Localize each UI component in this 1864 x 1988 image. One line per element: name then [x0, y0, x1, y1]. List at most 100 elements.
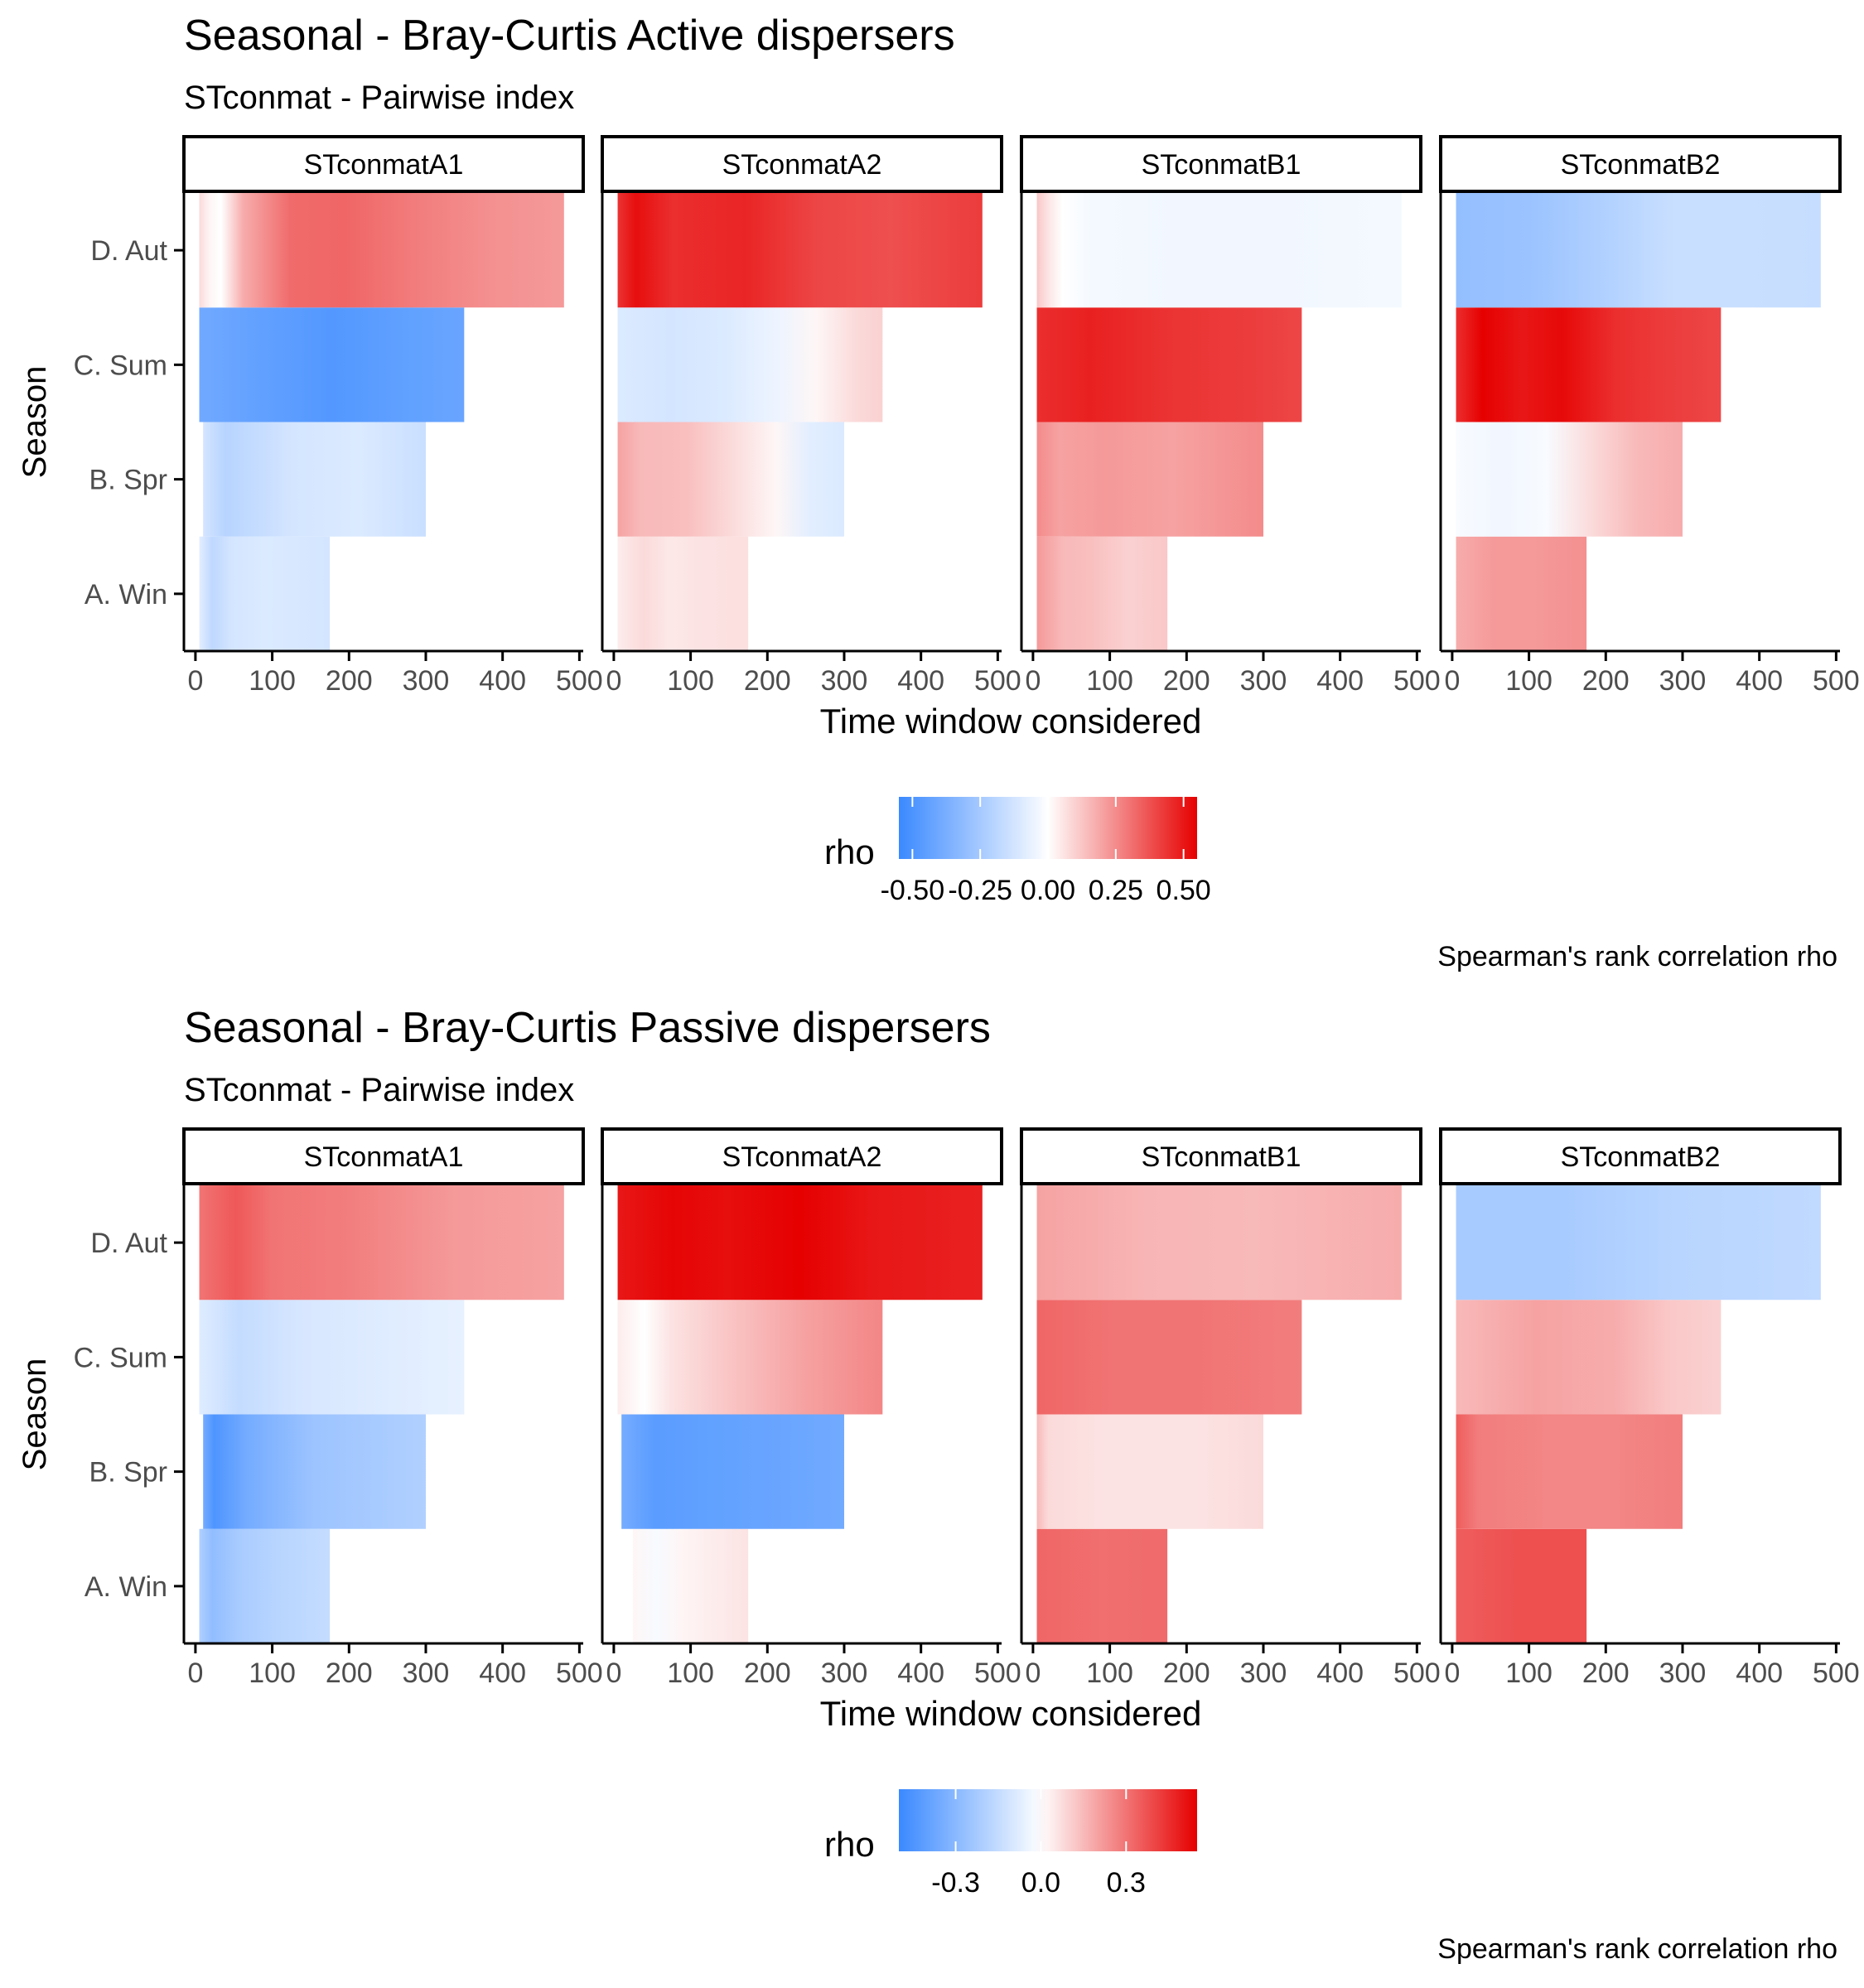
x-tick-label: 400: [1736, 665, 1783, 697]
x-tick-label: 200: [1582, 1657, 1630, 1689]
legend-colorbar: [899, 1789, 1197, 1851]
legend-title: rho: [824, 1825, 875, 1864]
x-tick-label: 0: [187, 665, 203, 697]
x-tick-label: 100: [249, 1657, 296, 1689]
y-tick-label: B. Spr: [89, 465, 167, 496]
legend-title: rho: [824, 832, 875, 871]
heat-tile-awin: [617, 536, 749, 651]
x-tick-label: 500: [556, 1657, 603, 1689]
x-tick-label: 500: [1813, 1657, 1860, 1689]
heat-tile-csum: [617, 1300, 883, 1415]
heat-tile-daut: [1456, 1185, 1821, 1300]
facet-strip: [182, 135, 585, 193]
x-tick-label: 200: [1582, 665, 1630, 697]
heat-tile-awin: [1456, 1528, 1587, 1643]
facet-strip: [182, 1127, 585, 1185]
heat-tile-bspr: [203, 422, 426, 537]
facet-strip-label: STconmatA1: [304, 1141, 464, 1173]
x-tick-label: 400: [1316, 665, 1364, 697]
heat-tile-csum: [1456, 307, 1722, 422]
legend-colorbar: [899, 797, 1197, 859]
heat-tile-bspr: [1036, 1414, 1263, 1529]
heat-tile-awin: [199, 536, 331, 651]
chart-title: Seasonal - Bray-Curtis Active dispersers: [184, 12, 955, 60]
heat-tile-daut: [1036, 1185, 1402, 1300]
x-tick-label: 500: [1813, 665, 1860, 697]
facet-strip-label: STconmatB2: [1561, 1141, 1721, 1173]
x-tick-label: 200: [744, 1657, 791, 1689]
y-tick-label: C. Sum: [74, 1342, 167, 1373]
heat-tile-csum: [1036, 307, 1302, 422]
x-tick-label: 300: [403, 1657, 450, 1689]
x-tick-label: 0: [1025, 1657, 1041, 1689]
x-tick-label: 100: [1505, 665, 1553, 697]
facet-strip: [1020, 1127, 1422, 1185]
facet-strip-label: STconmatA2: [722, 1141, 882, 1173]
x-tick-label: 200: [744, 665, 791, 697]
heat-tile-daut: [199, 193, 564, 308]
heat-tile-csum: [199, 1300, 465, 1415]
x-tick-label: 100: [1505, 1657, 1553, 1689]
y-tick-label: C. Sum: [74, 350, 167, 381]
heat-tile-daut: [1036, 193, 1402, 308]
facet-strip: [601, 135, 1003, 193]
facet-strip-label: STconmatB1: [1142, 149, 1301, 181]
x-tick-label: 100: [1086, 1657, 1133, 1689]
x-tick-label: 300: [821, 665, 868, 697]
x-tick-label: 100: [667, 1657, 714, 1689]
chart-caption: Spearman's rank correlation rho: [1437, 941, 1837, 972]
heat-tile-csum: [617, 307, 883, 422]
y-axis-title: Season: [17, 366, 53, 479]
legend-tick-label: 0.00: [1021, 875, 1075, 906]
x-tick-label: 0: [1444, 665, 1460, 697]
x-tick-label: 0: [606, 665, 621, 697]
heat-tile-bspr: [203, 1414, 426, 1529]
y-tick-label: A. Win: [85, 1571, 167, 1603]
x-tick-label: 400: [1736, 1657, 1783, 1689]
x-axis-title: Time window considered: [820, 1694, 1202, 1733]
chart-caption: Spearman's rank correlation rho: [1437, 1933, 1837, 1965]
heat-tile-bspr: [1456, 1414, 1683, 1529]
x-tick-label: 500: [974, 665, 1021, 697]
x-tick-label: 400: [479, 665, 526, 697]
x-tick-label: 300: [1240, 1657, 1287, 1689]
legend-tick-label: -0.3: [931, 1867, 980, 1899]
legend-tick-label: 0.0: [1021, 1867, 1060, 1899]
heat-tile-bspr: [617, 422, 844, 537]
heat-tile-awin: [1456, 536, 1587, 651]
facet-strip: [1020, 135, 1422, 193]
x-tick-label: 500: [556, 665, 603, 697]
y-axis-title: Season: [17, 1358, 53, 1471]
chart-subtitle: STconmat - Pairwise index: [184, 1072, 574, 1108]
y-tick-label: B. Spr: [89, 1457, 167, 1489]
x-tick-label: 500: [974, 1657, 1021, 1689]
x-tick-label: 0: [187, 1657, 203, 1689]
heat-tile-awin: [199, 1528, 331, 1643]
heat-tile-bspr: [621, 1414, 844, 1529]
heat-tile-csum: [1036, 1300, 1302, 1415]
x-tick-label: 200: [326, 1657, 373, 1689]
facet-strip: [601, 1127, 1003, 1185]
x-tick-label: 200: [1163, 665, 1210, 697]
x-tick-label: 300: [403, 665, 450, 697]
y-tick-label: D. Aut: [90, 235, 167, 267]
x-tick-label: 500: [1393, 1657, 1441, 1689]
legend-tick-label: -0.50: [881, 875, 945, 906]
legend-tick-label: 0.50: [1157, 875, 1211, 906]
facet-strip-label: STconmatA1: [304, 149, 464, 181]
x-tick-label: 100: [249, 665, 296, 697]
heat-tile-awin: [633, 1528, 749, 1643]
x-tick-label: 100: [667, 665, 714, 697]
heat-tile-csum: [1456, 1300, 1722, 1415]
heat-tile-daut: [617, 1185, 983, 1300]
heat-tile-daut: [199, 1185, 564, 1300]
x-tick-label: 300: [1659, 1657, 1707, 1689]
heat-tile-awin: [1036, 536, 1168, 651]
heat-tile-bspr: [1456, 422, 1683, 537]
facet-strip: [1439, 1127, 1842, 1185]
x-tick-label: 300: [821, 1657, 868, 1689]
x-tick-label: 500: [1393, 665, 1441, 697]
facet-strip: [1439, 135, 1842, 193]
x-tick-label: 0: [1025, 665, 1041, 697]
